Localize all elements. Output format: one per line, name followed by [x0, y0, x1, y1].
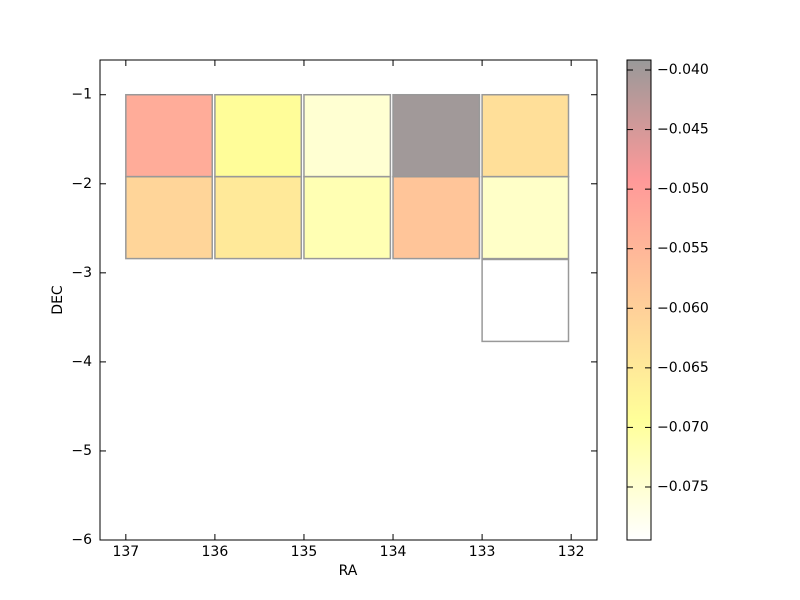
heatmap-cell: [214, 175, 303, 260]
colorbar-tick-label: −0.060: [657, 300, 709, 316]
colorbar-tick-label: −0.065: [657, 360, 709, 376]
heatmap-cell: [125, 175, 213, 260]
colorbar-tick-label: −0.050: [657, 181, 709, 197]
y-tick-label: −4: [71, 354, 92, 370]
x-tick-label: 137: [112, 544, 139, 560]
heatmap-cell: [481, 175, 570, 260]
colorbar-tick-label: −0.045: [657, 122, 709, 138]
colorbar-tick-label: −0.055: [657, 241, 709, 257]
colorbar: [626, 59, 652, 541]
heatmap-cell: [303, 93, 392, 178]
y-tick-label: −1: [71, 87, 92, 103]
x-tick-label: 134: [380, 544, 407, 560]
heatmap-cell: [125, 93, 213, 178]
colorbar-tick-label: −0.070: [657, 419, 709, 435]
heatmap-cell: [303, 175, 392, 260]
x-tick-label: 136: [202, 544, 229, 560]
y-axis-label: DEC: [50, 285, 66, 315]
heatmap-cell: [392, 175, 481, 260]
y-tick-label: −6: [71, 532, 92, 548]
heatmap-cell: [481, 258, 570, 343]
x-tick-label: 132: [558, 544, 585, 560]
colorbar-tick-label: −0.075: [657, 479, 709, 495]
x-tick-label: 135: [291, 544, 318, 560]
heatmap-cell: [214, 93, 303, 178]
plot-frame: [99, 59, 598, 541]
x-axis-label: RA: [339, 563, 358, 579]
colorbar-tick-label: −0.040: [657, 62, 709, 78]
heatmap-cell: [481, 93, 570, 178]
y-tick-label: −3: [71, 265, 92, 281]
heatmap-cell: [392, 93, 481, 178]
y-tick-label: −2: [71, 176, 92, 192]
y-tick-label: −5: [71, 443, 92, 459]
x-tick-label: 133: [469, 544, 496, 560]
